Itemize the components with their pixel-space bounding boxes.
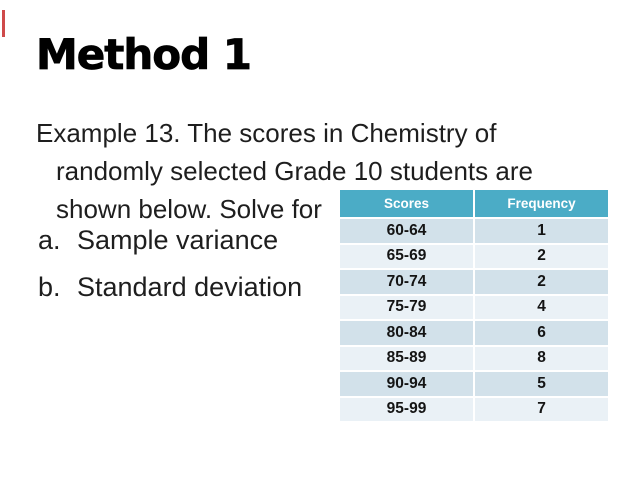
table-cell-score: 80-84 [340,321,473,345]
list-text-b: Standard deviation [77,272,303,302]
table-cell-score: 95-99 [340,397,473,421]
list-text-a: Sample variance [77,225,279,255]
list-marker-b: b. [38,272,61,302]
table-cell-score: 75-79 [340,295,473,319]
body-line-2: randomly selected Grade 10 students are [56,156,533,186]
left-accent-tick [2,10,5,37]
table-cell-frequency: 4 [475,295,608,319]
table-cell-frequency: 2 [475,244,608,268]
table-cell-frequency: 5 [475,372,608,396]
table-header-frequency: Frequency [475,190,608,217]
table-cell-score: 90-94 [340,372,473,396]
table-cell-score: 60-64 [340,219,473,243]
list-item-a: a. Sample variance [38,220,278,260]
slide-title: Method 1 [36,30,253,79]
table-cell-score: 70-74 [340,270,473,294]
table-cell-frequency: 7 [475,397,608,421]
table-cell-frequency: 2 [475,270,608,294]
table-cell-frequency: 6 [475,321,608,345]
table-header-scores: Scores [340,190,473,217]
list-marker-a: a. [38,225,61,255]
frequency-table: Scores Frequency 60-64 1 65-69 2 70-74 2… [340,190,608,421]
table-cell-frequency: 1 [475,219,608,243]
body-line-3: shown below. Solve for [56,194,322,224]
table-cell-frequency: 8 [475,346,608,370]
table-cell-score: 85-89 [340,346,473,370]
table-cell-score: 65-69 [340,244,473,268]
list-item-b: b. Standard deviation [38,267,302,307]
body-line-1: Example 13. The scores in Chemistry of [36,118,497,148]
